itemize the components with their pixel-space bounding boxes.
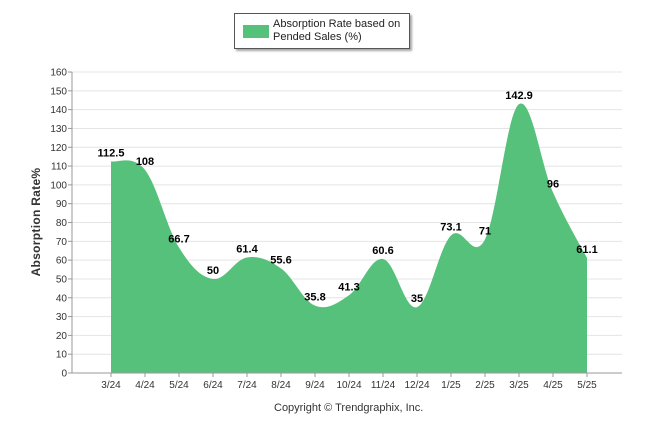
- y-tick-label: 160: [50, 68, 67, 79]
- legend-swatch: [243, 25, 269, 38]
- data-label: 71: [479, 225, 491, 237]
- data-label: 66.7: [168, 234, 189, 246]
- x-tick-label: 4/24: [135, 380, 155, 391]
- data-label: 60.6: [372, 245, 393, 257]
- y-tick-label: 50: [56, 274, 68, 285]
- y-tick-label: 100: [50, 180, 67, 191]
- y-tick-label: 60: [56, 256, 68, 267]
- legend: Absorption Rate based on Pended Sales (%…: [234, 13, 410, 49]
- x-tick-label: 7/24: [237, 380, 257, 391]
- x-tick-label: 5/24: [169, 380, 189, 391]
- x-tick-label: 5/25: [577, 380, 597, 391]
- x-tick-label: 3/24: [101, 380, 121, 391]
- x-tick-label: 9/24: [305, 380, 325, 391]
- y-tick-label: 70: [56, 237, 68, 248]
- data-label: 61.4: [236, 243, 258, 255]
- x-tick-label: 2/25: [475, 380, 495, 391]
- y-tick-label: 90: [56, 199, 68, 210]
- data-label: 108: [136, 156, 154, 168]
- data-label: 96: [547, 178, 559, 190]
- y-tick-label: 40: [56, 293, 68, 304]
- copyright-text: Copyright © Trendgraphix, Inc.: [274, 402, 424, 414]
- y-axis-label: Absorption Rate%: [29, 167, 43, 277]
- y-tick-label: 120: [50, 143, 67, 154]
- data-label: 41.3: [338, 281, 359, 293]
- x-tick-label: 1/25: [441, 380, 461, 391]
- data-label: 50: [207, 265, 219, 277]
- data-label: 55.6: [270, 254, 291, 266]
- y-tick-label: 20: [56, 331, 68, 342]
- data-label: 142.9: [505, 90, 533, 102]
- x-tick-label: 6/24: [203, 380, 223, 391]
- y-tick-label: 0: [61, 369, 67, 380]
- data-label: 35.8: [304, 292, 325, 304]
- y-tick-label: 150: [50, 86, 67, 97]
- data-label: 35: [411, 293, 423, 305]
- x-tick-label: 3/25: [509, 380, 529, 391]
- x-tick-label: 10/24: [336, 380, 361, 391]
- y-tick-label: 30: [56, 312, 68, 323]
- data-label: 61.1: [576, 244, 597, 256]
- y-tick-label: 10: [56, 350, 68, 361]
- y-tick-label: 130: [50, 124, 67, 135]
- data-label: 112.5: [98, 147, 125, 159]
- y-tick-label: 80: [56, 218, 68, 229]
- y-tick-label: 140: [50, 105, 67, 116]
- x-tick-label: 11/24: [371, 380, 396, 391]
- y-tick-label: 110: [51, 162, 67, 173]
- x-tick-label: 8/24: [271, 380, 291, 391]
- x-tick-label: 4/25: [543, 380, 563, 391]
- data-label: 73.1: [440, 221, 461, 233]
- x-tick-label: 12/24: [404, 380, 429, 391]
- legend-label: Absorption Rate based on Pended Sales (%…: [273, 18, 401, 43]
- series-area: [111, 103, 587, 374]
